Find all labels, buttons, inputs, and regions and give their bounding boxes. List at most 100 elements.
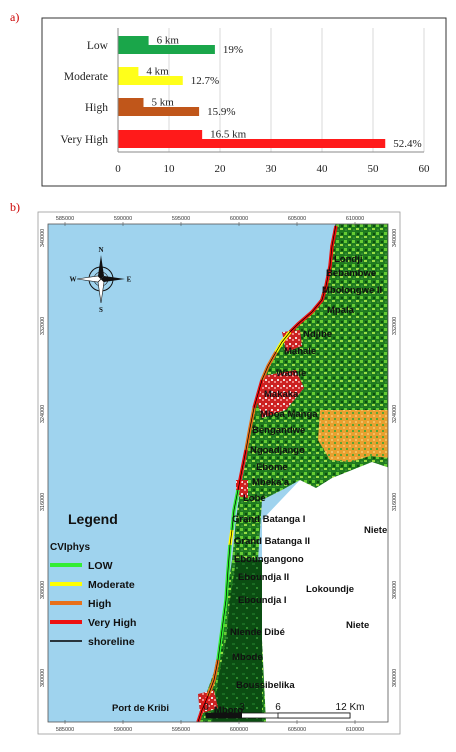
scale-label: 0 [203,702,209,713]
map-y-ticks-right: 340000 332000 324000 316000 308000 300000 [392,229,398,687]
map-x-tick: 600000 [230,216,248,222]
place-label: Wamie [276,368,306,379]
place-label: Eboundja I [238,595,287,606]
legend-item-label: Very High [88,617,136,629]
map-y-tick: 332000 [392,317,398,335]
map-x-tick: 610000 [346,727,364,733]
chart-bars: 6 km 19% 4 km 12.7% 5 km 15.9% 16.5 km 52.4% [118,35,422,150]
bar-chart: 6 km 19% 4 km 12.7% 5 km 15.9% 16.5 km 52.4% Lo… [41,17,447,187]
map-y-tick: 324000 [40,405,46,423]
chart-x-ticks: 0 10 20 30 40 50 60 [115,163,430,175]
map-y-ticks-left: 340000 332000 324000 316000 308000 300000 [40,229,46,687]
x-tick-label: 40 [317,163,329,175]
x-tick-label: 30 [266,163,278,175]
bar-km [118,130,203,139]
map-y-tick: 316000 [40,493,46,511]
bar-km-label: 5 km [152,97,175,109]
map-y-tick: 308000 [40,581,46,599]
map-y-tick: 308000 [392,581,398,599]
legend-item-label: shoreline [88,636,135,648]
place-label: Bengandwe [252,425,305,436]
map-x-tick: 605000 [288,727,306,733]
map-x-tick: 590000 [114,727,132,733]
place-label: Lobé [243,493,266,504]
place-label: Eboundja II [238,572,289,583]
map-x-ticks-bottom: 585000 590000 595000 600000 605000 610000 [56,720,364,733]
place-label: Mboro [214,705,243,716]
category-label: Low [87,40,109,52]
place-label: Mbode [232,652,263,663]
place-label: Niete [364,525,387,536]
compass-n: N [98,246,103,254]
place-label: Boussibelika [236,680,295,691]
place-label: Mbeka'a [252,477,290,488]
map-y-tick: 316000 [392,493,398,511]
bar-percent-label: 15.9% [207,106,235,118]
bar-percent-label: 12.7% [191,75,219,87]
scale-label: 3 [239,702,245,713]
map-x-ticks-top: 585000 590000 595000 600000 605000 610000 [56,216,364,226]
map-x-tick: 585000 [56,727,74,733]
legend-item-label: Moderate [88,579,135,591]
map-x-tick: 610000 [346,216,364,222]
category-label: Very High [60,134,108,146]
bar-percent-label: 19% [223,44,243,56]
place-label: Grand Batanga II [234,536,310,547]
bar-km-label: 4 km [146,66,169,78]
x-tick-label: 10 [164,163,176,175]
panel-a-label: a) [10,10,20,24]
map-y-tick: 300000 [40,669,46,687]
place-label: Bebambwe [326,268,376,279]
map-x-tick: 585000 [56,216,74,222]
chart-frame [41,17,447,187]
place-label: Ndjibe [303,329,332,340]
bar-percent [118,107,200,116]
x-tick-label: 20 [215,163,227,175]
map-y-tick: 340000 [392,229,398,247]
scale-label: 12 Km [336,702,365,713]
place-label: Ngoadjango [250,445,305,456]
place-label: Mpala [327,305,355,316]
map-x-tick: 590000 [114,216,132,222]
chart-category-labels: Low Moderate High Very High [60,40,108,146]
map-y-tick: 340000 [40,229,46,247]
bar-percent-label: 52.4% [393,138,421,150]
map-x-tick: 600000 [230,727,248,733]
bar-km [118,98,144,107]
land-area [196,224,388,722]
map-y-tick: 332000 [40,317,46,335]
panel-b-label: b) [10,200,20,214]
north-arrow-compass-icon: N S E W [70,246,132,314]
bar-km-label: 16.5 km [210,129,247,141]
map-inner-frame [47,223,389,723]
legend-item-label: LOW [88,560,113,572]
place-label: Mboa Manga [260,409,318,420]
place-label: Makaka [264,389,299,400]
place-label: Niete [346,620,369,631]
bar-km [118,67,139,76]
place-label: Eboungangono [234,554,304,565]
legend-item-label: High [88,598,111,610]
x-tick-label: 0 [115,163,121,175]
map-y-tick: 324000 [392,405,398,423]
map-x-tick: 595000 [172,216,190,222]
map-y-tick: 300000 [392,669,398,687]
place-label: Lokoundje [306,584,354,595]
bar-percent [118,139,386,148]
place-label: Ebome [256,462,288,473]
place-label: Port de Kribi [112,703,169,714]
compass-e: E [127,276,132,284]
map-x-tick: 595000 [172,727,190,733]
scale-bar: 0 3 6 12 Km [203,702,365,719]
place-label: Londji [334,254,363,265]
legend-title: Legend [68,511,118,527]
x-tick-label: 60 [419,163,431,175]
bar-km [118,36,149,45]
compass-w: W [70,276,77,284]
compass-s: S [99,306,103,314]
legend-subtitle: CVIphys [50,542,90,553]
place-label: Mbolongwe II [322,285,382,296]
map-x-tick: 605000 [288,216,306,222]
scale-label: 6 [275,702,281,713]
